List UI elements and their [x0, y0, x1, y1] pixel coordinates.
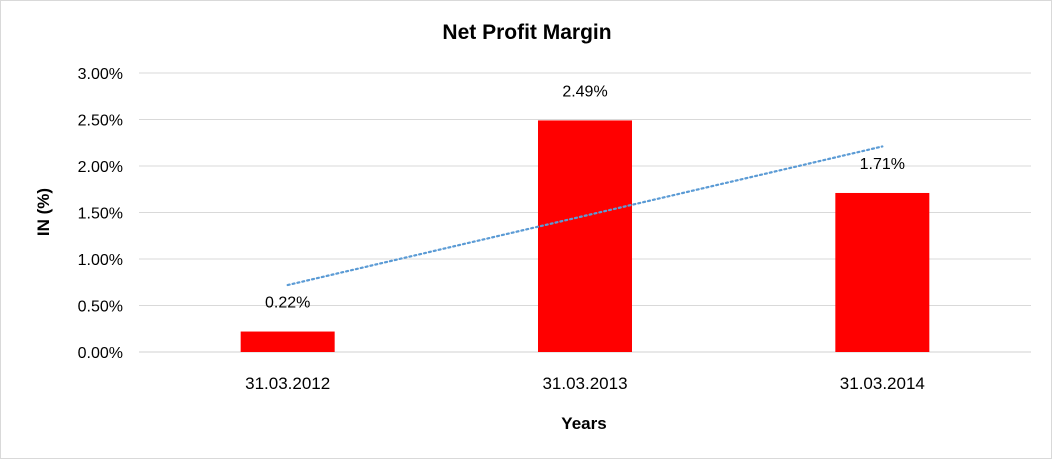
y-tick-label: 2.50%: [78, 113, 123, 130]
trendline: [286, 145, 884, 287]
y-tick-label: 1.00%: [78, 252, 123, 269]
trendline-layer: [286, 145, 884, 287]
bars: [240, 120, 930, 353]
y-tick-label: 3.00%: [78, 66, 123, 83]
x-category-label: 31.03.2012: [245, 374, 330, 393]
x-category-label: 31.03.2014: [840, 374, 925, 393]
chart-title: Net Profit Margin: [442, 21, 611, 44]
y-axis-title: IN (%): [34, 188, 53, 236]
bar: [240, 331, 335, 352]
data-label: 0.22%: [265, 295, 310, 312]
data-label: 1.71%: [860, 156, 905, 173]
data-labels: 0.22% 2.49% 1.71%: [265, 83, 905, 311]
y-tick-label: 0.50%: [78, 299, 123, 316]
x-category-label: 31.03.2013: [542, 374, 627, 393]
x-category-labels: 31.03.2012 31.03.2013 31.03.2014: [245, 374, 925, 393]
bar: [538, 120, 632, 353]
y-tick-label: 0.00%: [78, 345, 123, 362]
bar: [835, 192, 930, 352]
y-tick-label: 2.00%: [78, 159, 123, 176]
y-tick-labels: 0.00% 0.50% 1.00% 1.50% 2.00% 2.50% 3.00%: [78, 66, 123, 362]
x-axis-title: Years: [561, 414, 606, 433]
y-tick-label: 1.50%: [78, 206, 123, 223]
data-label: 2.49%: [562, 83, 607, 100]
